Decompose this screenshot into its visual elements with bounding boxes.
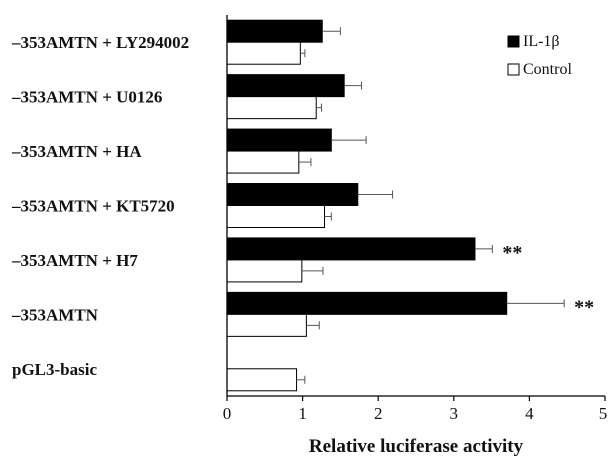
- bar-il1b: [226, 183, 359, 206]
- category-label: –353AMTN + LY294002: [11, 33, 189, 52]
- bar-control: [226, 41, 301, 65]
- bar-il1b: [226, 237, 476, 261]
- bar-control: [226, 368, 298, 392]
- bar-control: [226, 313, 307, 337]
- category-label: –353AMTN + U0126: [11, 88, 162, 107]
- legend-label-control: Control: [523, 61, 572, 78]
- bar-control: [226, 96, 317, 120]
- bar-il1b: [226, 19, 323, 43]
- bar-il1b: [226, 74, 345, 98]
- bar-il1b: [226, 291, 508, 315]
- bar-control: [226, 259, 303, 283]
- error-bars-group: [296, 27, 565, 384]
- x-tick-label: 3: [450, 404, 459, 423]
- bar-control: [226, 205, 326, 228]
- x-axis-title: Relative luciferase activity: [309, 436, 524, 457]
- x-tick-label: 4: [525, 404, 534, 423]
- bars-group: [226, 19, 508, 392]
- bar-il1b: [226, 128, 332, 152]
- category-label: –353AMTN + H7: [11, 251, 138, 270]
- legend-swatch-control: [507, 63, 520, 76]
- legend-swatch-il1b: [507, 35, 520, 48]
- x-tick-label: 5: [599, 404, 608, 423]
- x-tick-label: 2: [374, 404, 383, 423]
- category-label: –353AMTN + HA: [11, 142, 142, 161]
- x-tick-label: 0: [223, 404, 232, 423]
- category-label: –353AMTN + KT5720: [11, 197, 175, 216]
- legend-label-il1b: IL-1β: [523, 33, 560, 50]
- legend: IL-1β Control: [507, 33, 572, 78]
- x-ticks-group: 0 1 2 3 4 5: [223, 396, 608, 423]
- x-tick-label: 1: [298, 404, 307, 423]
- significance-marker: **: [502, 242, 522, 264]
- annotations-group: ** **: [502, 242, 594, 318]
- category-label: –353AMTN: [11, 305, 99, 324]
- category-labels-group: –353AMTN + LY294002 –353AMTN + U0126 –353A…: [11, 33, 189, 379]
- category-label: pGL3-basic: [12, 360, 97, 379]
- significance-marker: **: [574, 296, 594, 318]
- bar-control: [226, 150, 300, 174]
